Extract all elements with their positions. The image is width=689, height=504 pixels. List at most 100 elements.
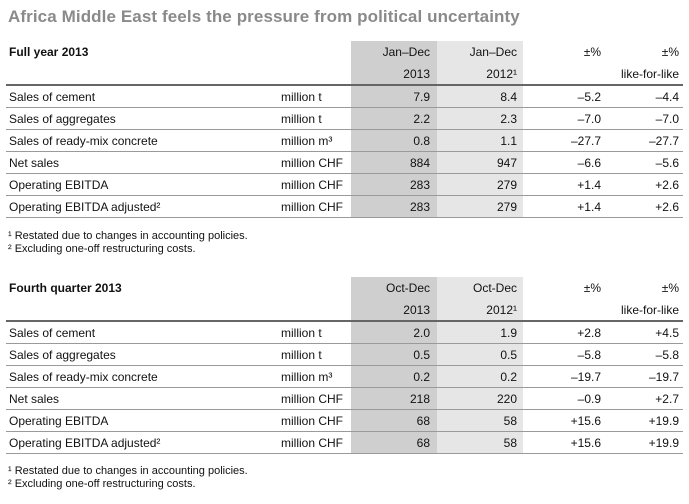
- value-prior: 0.5: [437, 343, 523, 366]
- row-unit: million t: [278, 107, 351, 130]
- col-current-period: Jan–Dec: [351, 41, 437, 63]
- value-change: +15.6: [523, 409, 605, 432]
- row-label: Operating EBITDA adjusted²: [6, 195, 278, 218]
- value-prior: 220: [437, 387, 523, 410]
- row-unit: million CHF: [278, 387, 351, 410]
- table-row: Sales of ready-mix concrete million m³ 0.2…: [6, 365, 683, 388]
- footnotes: ¹ Restated due to changes in accounting …: [8, 465, 248, 491]
- col-lfl-change: ±%: [661, 45, 679, 59]
- table-row: Operating EBITDA million CHF 68 58 +15.6 +19.…: [6, 409, 683, 432]
- table-row: Operating EBITDA adjusted² million CHF 68 5…: [6, 431, 683, 454]
- value-lfl-change: +2.7: [605, 387, 683, 410]
- row-label: Operating EBITDA: [6, 173, 278, 196]
- row-unit: million CHF: [278, 151, 351, 174]
- row-unit: million m³: [278, 365, 351, 388]
- value-lfl-change: –4.4: [605, 84, 683, 108]
- row-unit: million t: [278, 320, 351, 344]
- header-row: Fourth quarter 2013 Oct-Dec Oct-Dec ±% ±%: [6, 277, 683, 299]
- value-current: 7.9: [351, 84, 437, 108]
- value-lfl-change: +4.5: [605, 320, 683, 344]
- col-prior-period: Oct-Dec: [437, 277, 523, 299]
- value-prior: 0.2: [437, 365, 523, 388]
- value-lfl-change: –19.7: [605, 365, 683, 388]
- header-row-2: 2013 2012¹ like-for-like: [6, 299, 683, 321]
- value-current: 0.8: [351, 129, 437, 152]
- value-lfl-change: –7.0: [605, 107, 683, 130]
- row-label: Operating EBITDA adjusted²: [6, 431, 278, 454]
- row-unit: million t: [278, 343, 351, 366]
- value-current: 283: [351, 195, 437, 218]
- value-current: 0.2: [351, 365, 437, 388]
- col-change: ±%: [583, 281, 601, 295]
- col-prior-year: 2012¹: [437, 299, 523, 321]
- blank-cell: [278, 299, 351, 321]
- footnote: ¹ Restated due to changes in accounting …: [8, 465, 248, 477]
- col-current-period: Oct-Dec: [351, 277, 437, 299]
- value-lfl-change: +19.9: [605, 409, 683, 432]
- header-row: Full year 2013 Jan–Dec Jan–Dec ±% ±%: [6, 41, 683, 63]
- data-table-1: Full year 2013 Jan–Dec Jan–Dec ±% ±% 2013 2012…: [6, 41, 683, 218]
- value-prior: 1.9: [437, 320, 523, 344]
- footnote: ² Excluding one-off restructuring costs.: [8, 243, 196, 255]
- data-table-2: Fourth quarter 2013 Oct-Dec Oct-Dec ±% ±% 201…: [6, 277, 683, 454]
- blank-cell: [278, 63, 351, 85]
- value-current: 218: [351, 387, 437, 410]
- value-current: 2.0: [351, 320, 437, 344]
- table-row: Net sales million CHF 884 947 –6.6 –5.6: [6, 151, 683, 174]
- page-title: Africa Middle East feels the pressure fr…: [8, 7, 520, 26]
- value-change: +2.8: [523, 320, 605, 344]
- value-change: –19.7: [523, 365, 605, 388]
- row-label: Operating EBITDA: [6, 409, 278, 432]
- col-prior-period: Jan–Dec: [437, 41, 523, 63]
- row-label: Net sales: [6, 151, 278, 174]
- footnote: ¹ Restated due to changes in accounting …: [8, 230, 248, 242]
- value-change: –27.7: [523, 129, 605, 152]
- value-change: +15.6: [523, 431, 605, 454]
- row-label: Sales of cement: [6, 320, 278, 344]
- value-change: +1.4: [523, 195, 605, 218]
- value-lfl-change: +2.6: [605, 173, 683, 196]
- value-current: 283: [351, 173, 437, 196]
- value-prior: 58: [437, 409, 523, 432]
- value-current: 884: [351, 151, 437, 174]
- value-prior: 1.1: [437, 129, 523, 152]
- col-lfl-change: ±%: [661, 281, 679, 295]
- col-current-year: 2013: [351, 63, 437, 85]
- table-row: Operating EBITDA adjusted² million CHF 283…: [6, 195, 683, 218]
- table-row: Net sales million CHF 218 220 –0.9 +2.7: [6, 387, 683, 410]
- value-lfl-change: +19.9: [605, 431, 683, 454]
- blank-cell: [523, 299, 605, 321]
- value-current: 2.2: [351, 107, 437, 130]
- unit-header: [278, 41, 351, 63]
- value-lfl-change: –5.6: [605, 151, 683, 174]
- value-prior: 8.4: [437, 84, 523, 108]
- blank-cell: [6, 299, 278, 321]
- table-row: Sales of aggregates million t 2.2 2.3 –7.0 –7…: [6, 107, 683, 130]
- value-change: +1.4: [523, 173, 605, 196]
- col-lfl-label: like-for-like: [620, 66, 679, 81]
- row-unit: million m³: [278, 129, 351, 152]
- table-row: Sales of ready-mix concrete million m³ 0.8…: [6, 129, 683, 152]
- value-prior: 947: [437, 151, 523, 174]
- col-lfl-label: like-for-like: [620, 302, 679, 317]
- table-row: Sales of aggregates million t 0.5 0.5 –5.8 –5…: [6, 343, 683, 366]
- value-change: –5.2: [523, 84, 605, 108]
- footnotes: ¹ Restated due to changes in accounting …: [8, 230, 248, 256]
- value-prior: 58: [437, 431, 523, 454]
- row-label: Net sales: [6, 387, 278, 410]
- blank-cell: [6, 63, 278, 85]
- row-label: Sales of ready-mix concrete: [6, 129, 278, 152]
- footnote: ² Excluding one-off restructuring costs.: [8, 478, 196, 490]
- value-current: 0.5: [351, 343, 437, 366]
- row-label: Sales of cement: [6, 84, 278, 108]
- header-row-2: 2013 2012¹ like-for-like: [6, 63, 683, 85]
- value-current: 68: [351, 409, 437, 432]
- section-heading: Full year 2013: [9, 45, 89, 59]
- row-label: Sales of aggregates: [6, 107, 278, 130]
- value-change: –5.8: [523, 343, 605, 366]
- row-unit: million CHF: [278, 195, 351, 218]
- blank-cell: [523, 63, 605, 85]
- col-change: ±%: [583, 45, 601, 59]
- row-unit: million t: [278, 84, 351, 108]
- table-row: Operating EBITDA million CHF 283 279 +1.4 +2.…: [6, 173, 683, 196]
